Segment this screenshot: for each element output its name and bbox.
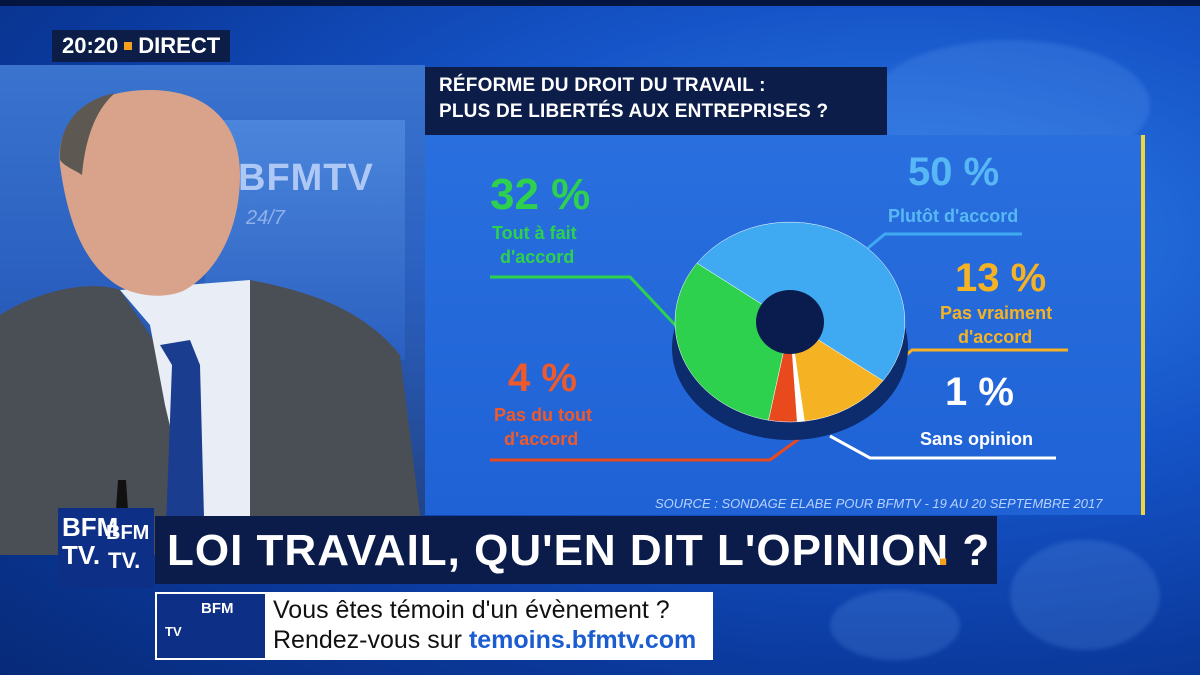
chart-border-accent [1141, 135, 1145, 515]
label-pct-pas-du-tout: 4 % [508, 356, 577, 400]
live-label: DIRECT [138, 33, 221, 58]
label-text-pas-vraiment-1: Pas vraiment [940, 303, 1053, 323]
presenter-video: BFMTV 24/7 [0, 65, 425, 555]
ticker-logo-bottom: TV [165, 624, 182, 639]
ticker-logo-top: BFM [201, 600, 234, 617]
chart-source: SOURCE : SONDAGE ELABE POUR BFMTV - 19 A… [655, 496, 1103, 511]
label-pct-sans-opinion: 1 % [945, 370, 1014, 414]
bfmtv-logo: BFM TV. BFM TV. [58, 508, 154, 588]
label-text-pas-du-tout-2: d'accord [504, 429, 579, 449]
label-pct-tout-a-fait: 32 % [490, 170, 591, 219]
label-text-sans-opinion: Sans opinion [920, 429, 1034, 449]
label-pct-pas-vraiment: 13 % [955, 256, 1047, 300]
leader-lines [490, 232, 1068, 462]
leader-line-pas-du-tout [490, 436, 801, 462]
studio-tagline: 24/7 [246, 207, 285, 229]
map-shape [1010, 540, 1160, 650]
label-text-pas-du-tout-1: Pas du tout [494, 405, 592, 425]
leader-line-tout-a-fait [490, 275, 680, 330]
separator-square-icon [124, 42, 133, 50]
label-text-plutot: Plutôt d'accord [888, 206, 1019, 226]
logo-bottom-right: TV. [108, 548, 141, 573]
chart-title-line2: PLUS DE LIBERTÉS AUX ENTREPRISES ? [439, 101, 829, 122]
headline-accent-dot: . [937, 526, 951, 575]
logo-top-right: BFM [106, 522, 150, 544]
chart-title-box: RÉFORME DU DROIT DU TRAVAIL : PLUS DE LI… [425, 67, 887, 135]
leader-line-plutot [867, 232, 1022, 250]
logo-bottom-left: TV. [62, 540, 101, 570]
ticker-logo: BFM TV [157, 594, 265, 658]
pie-slice-tout-fait-d-accord [674, 262, 791, 421]
ticker-line-1: Vous êtes témoin d'un évènement ? [273, 596, 670, 624]
donut-hole [756, 290, 824, 354]
ticker-line-2: Rendez-vous sur temoins.bfmtv.com [273, 626, 696, 655]
ticker-line-2-prefix: Rendez-vous sur [273, 626, 469, 654]
label-pct-plutot: 50 % [908, 150, 1000, 194]
time-live-badge: 20:20 DIRECT [52, 30, 231, 62]
top-border [0, 0, 1200, 6]
clock-time: 20:20 [62, 33, 119, 58]
map-shape [830, 590, 960, 660]
headline-text: LOI TRAVAIL, QU'EN DIT L'OPINION ? [167, 526, 991, 575]
label-text-tout-a-fait-2: d'accord [500, 247, 575, 267]
leader-line-sans-opinion [829, 434, 1056, 460]
chart-title-line1: RÉFORME DU DROIT DU TRAVAIL : [439, 75, 766, 96]
logo-top-left: BFM [62, 512, 119, 542]
ticker-url-link[interactable]: temoins.bfmtv.com [468, 626, 697, 654]
label-text-pas-vraiment-2: d'accord [958, 327, 1033, 347]
pie-slice-pas-vraiment-d-accord [789, 321, 884, 422]
ticker-banner: BFM TV Vous êtes témoin d'un évènement ?… [155, 592, 713, 660]
label-text-tout-a-fait-1: Tout à fait [492, 223, 577, 243]
headline-banner: LOI TRAVAIL, QU'EN DIT L'OPINION ? . [155, 516, 997, 584]
presenter-figure [0, 90, 425, 555]
studio-logo: BFMTV [238, 157, 374, 199]
